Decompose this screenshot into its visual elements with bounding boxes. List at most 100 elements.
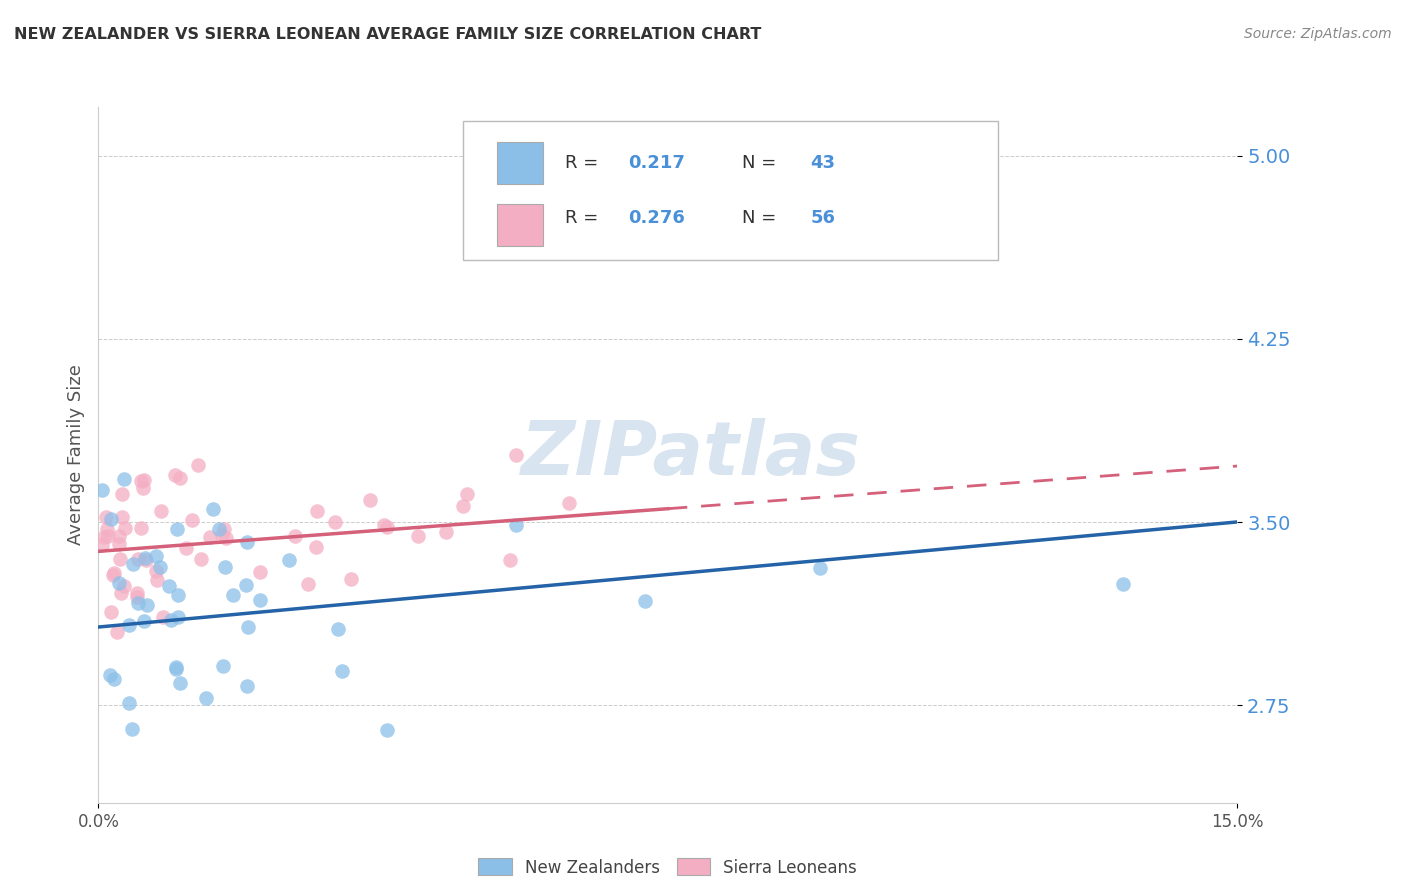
Point — [505, 518, 527, 533]
Text: 0.217: 0.217 — [628, 153, 685, 171]
Point — [187, 458, 209, 472]
Point — [215, 531, 238, 545]
Point — [165, 660, 187, 674]
Point — [103, 673, 125, 687]
Text: N =: N = — [742, 153, 782, 171]
Point — [127, 552, 149, 566]
Point — [330, 665, 353, 679]
Point — [190, 552, 212, 566]
Point — [249, 565, 271, 579]
Point — [118, 696, 141, 710]
Legend: New Zealanders, Sierra Leoneans: New Zealanders, Sierra Leoneans — [470, 850, 866, 885]
Point — [127, 586, 149, 600]
Point — [131, 481, 153, 495]
Point — [456, 487, 478, 501]
Point — [277, 553, 299, 567]
Point — [98, 667, 121, 681]
Text: 43: 43 — [810, 153, 835, 171]
Point — [340, 572, 363, 586]
Point — [166, 587, 188, 601]
Point — [212, 659, 235, 673]
Point — [634, 594, 657, 608]
Point — [360, 493, 382, 508]
Point — [108, 576, 131, 591]
Point — [375, 519, 398, 533]
Point — [121, 723, 143, 737]
Point — [169, 676, 191, 690]
Text: R =: R = — [565, 153, 605, 171]
Text: 56: 56 — [810, 210, 835, 227]
Point — [236, 620, 259, 634]
Point — [235, 578, 257, 592]
Point — [110, 586, 132, 600]
Point — [149, 504, 172, 518]
Point — [167, 610, 190, 624]
Point — [434, 524, 457, 539]
Point — [305, 503, 328, 517]
Text: 0.276: 0.276 — [628, 210, 685, 227]
Point — [129, 475, 152, 489]
Point — [94, 510, 117, 524]
Point — [107, 537, 129, 551]
Point — [808, 561, 831, 575]
Point — [100, 606, 122, 620]
Point — [194, 691, 217, 706]
Point — [103, 566, 125, 581]
Point — [160, 613, 183, 627]
Point — [284, 529, 307, 543]
Point — [499, 553, 522, 567]
Point — [111, 509, 134, 524]
Point — [152, 610, 174, 624]
Point — [108, 528, 131, 542]
Point — [208, 522, 231, 536]
Point — [166, 522, 188, 536]
Point — [1112, 576, 1135, 591]
Point — [101, 568, 124, 582]
Point — [373, 517, 395, 532]
Point — [91, 538, 114, 552]
Point — [118, 618, 141, 632]
Point — [111, 487, 134, 501]
FancyBboxPatch shape — [463, 121, 998, 260]
Point — [127, 596, 149, 610]
Point — [249, 593, 271, 607]
Text: R =: R = — [565, 210, 605, 227]
Y-axis label: Average Family Size: Average Family Size — [66, 365, 84, 545]
Point — [212, 523, 235, 537]
Point — [145, 564, 167, 578]
Point — [157, 578, 180, 592]
Point — [375, 723, 398, 737]
Point — [235, 535, 257, 549]
Text: NEW ZEALANDER VS SIERRA LEONEAN AVERAGE FAMILY SIZE CORRELATION CHART: NEW ZEALANDER VS SIERRA LEONEAN AVERAGE … — [14, 27, 762, 42]
Point — [112, 472, 135, 486]
FancyBboxPatch shape — [498, 204, 543, 246]
FancyBboxPatch shape — [498, 142, 543, 184]
Text: Source: ZipAtlas.com: Source: ZipAtlas.com — [1244, 27, 1392, 41]
Text: N =: N = — [742, 210, 782, 227]
Point — [134, 614, 156, 628]
Point — [202, 502, 225, 516]
Point — [125, 590, 148, 604]
Point — [323, 516, 346, 530]
Point — [96, 522, 118, 536]
Point — [451, 500, 474, 514]
Point — [145, 549, 167, 564]
Point — [100, 512, 122, 526]
Point — [174, 541, 197, 555]
Point — [181, 513, 204, 527]
Point — [165, 662, 187, 676]
Point — [200, 530, 222, 544]
Point — [148, 560, 170, 574]
Point — [129, 521, 152, 535]
Point — [163, 467, 186, 482]
Point — [135, 552, 157, 566]
Point — [134, 473, 156, 487]
Point — [211, 527, 233, 541]
Point — [114, 521, 136, 535]
Point — [297, 576, 319, 591]
Point — [558, 495, 581, 509]
Point — [305, 540, 328, 554]
Point — [236, 680, 259, 694]
Point — [222, 588, 245, 602]
Point — [122, 557, 145, 571]
